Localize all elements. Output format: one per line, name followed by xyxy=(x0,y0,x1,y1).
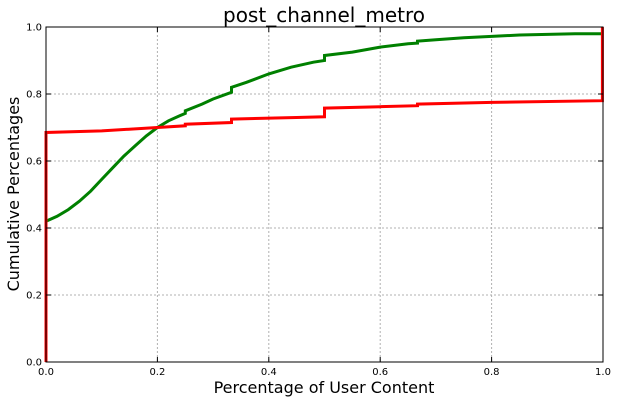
y-tick-label: 0.8 xyxy=(26,90,42,101)
y-tick-label: 0.4 xyxy=(26,224,42,235)
chart-title: post_channel_metro xyxy=(223,3,425,27)
y-tick-label: 0.0 xyxy=(26,358,42,369)
plot-frame xyxy=(45,26,604,363)
x-tick-label: 0.0 xyxy=(38,367,54,378)
y-tick-label: 0.6 xyxy=(26,157,42,168)
y-tick-label: 1.0 xyxy=(26,23,42,34)
grid xyxy=(46,27,603,362)
x-tick-label: 0.8 xyxy=(484,367,500,378)
x-tick-label: 0.6 xyxy=(372,367,388,378)
x-axis-label: Percentage of User Content xyxy=(214,378,435,397)
x-tick-label: 0.4 xyxy=(261,367,277,378)
y-axis-label: Cumulative Percentages xyxy=(4,97,23,292)
x-tick-label: 1.0 xyxy=(595,367,611,378)
y-tick-label: 0.2 xyxy=(26,291,42,302)
series-line-1 xyxy=(44,27,604,362)
x-tick-label: 0.2 xyxy=(149,367,165,378)
series-layer xyxy=(44,27,604,362)
series-line-0 xyxy=(45,32,603,223)
ticks: 0.0 0.2 0.4 0.6 0.8 1.0 0.0 0.2 0.4 0.6 0.8 1.0 xyxy=(26,23,611,379)
